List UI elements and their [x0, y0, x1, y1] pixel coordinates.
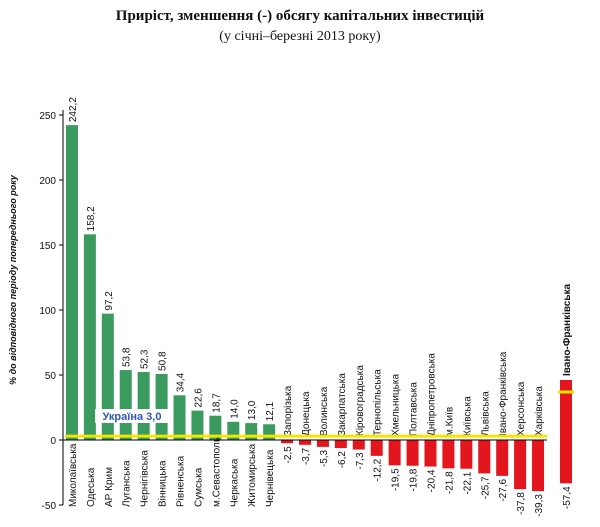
bar: [209, 415, 222, 440]
bar: [496, 440, 509, 476]
value-label: -19,8: [409, 468, 420, 491]
y-tick-label: 250: [39, 111, 56, 122]
category-label: Донецька: [301, 391, 312, 436]
value-label: 50,8: [158, 351, 169, 371]
bar: [406, 440, 419, 466]
bar: [424, 440, 437, 467]
value-label: 22,6: [193, 388, 204, 408]
category-label: Одеська: [86, 467, 97, 507]
category-label: АР Крим: [104, 467, 115, 507]
value-label: -20,4: [426, 469, 437, 492]
chart-subtitle: (у січні–березні 2013 року): [219, 29, 381, 44]
y-tick-label: 0: [50, 436, 56, 447]
category-label: Луганська: [122, 460, 133, 507]
category-label: Вінницька: [158, 460, 169, 507]
bar: [478, 440, 491, 474]
bar: [532, 440, 545, 492]
inset-bar: [560, 380, 572, 484]
bar: [173, 395, 186, 440]
bar: [263, 424, 276, 440]
value-label: 14,0: [229, 399, 240, 419]
value-label: -2,5: [283, 446, 294, 464]
value-label: -19,5: [391, 468, 402, 491]
value-label: -7,3: [355, 452, 366, 470]
y-axis-title: % до відповідного періоду попереднього р…: [8, 174, 18, 385]
bar: [101, 313, 114, 440]
bar: [352, 440, 365, 450]
inset-category-label: Івано-Франківська: [562, 284, 573, 376]
category-label: Житомирська: [247, 443, 258, 507]
bar: [299, 440, 311, 445]
bar: [460, 440, 473, 469]
y-tick-label: 150: [39, 241, 56, 252]
value-label: 13,0: [247, 400, 258, 420]
value-label: -5,3: [319, 449, 330, 467]
category-label: Кіровоградська: [355, 365, 366, 436]
category-label: Чернівецька: [265, 449, 276, 507]
value-label: -21,8: [444, 471, 455, 494]
value-label: -12,2: [373, 458, 384, 481]
inset-value-label: -57,4: [562, 486, 573, 509]
bar: [334, 440, 347, 449]
category-label: Львівська: [480, 391, 491, 436]
bar: [316, 440, 329, 447]
category-label: м.Севастополь: [211, 437, 222, 507]
bar: [83, 234, 96, 440]
category-label: Івано-Франківська: [498, 351, 509, 436]
category-label: м.Київ: [444, 407, 455, 436]
value-label: 18,7: [211, 393, 222, 413]
category-label: Харківська: [534, 386, 545, 436]
category-label: Чернігівська: [140, 450, 151, 507]
bar: [191, 410, 204, 440]
value-label: -39,3: [534, 494, 545, 517]
y-tick-label: 50: [45, 371, 57, 382]
reference-label: Україна 3,0: [103, 411, 162, 423]
reference-label-bg: [95, 409, 170, 423]
bar: [442, 440, 455, 469]
y-tick-label: -50: [42, 501, 57, 512]
bar: [137, 372, 150, 440]
category-label: Київська: [462, 396, 473, 436]
category-label: Полтавська: [409, 382, 420, 436]
value-label: -22,1: [462, 471, 473, 494]
bar: [388, 440, 401, 466]
value-label: -3,7: [301, 447, 312, 465]
category-label: Миколаївська: [68, 443, 79, 507]
value-label: 97,2: [104, 291, 115, 311]
value-label: -27,6: [498, 478, 509, 501]
value-label: 242,2: [68, 97, 79, 122]
bar: [281, 440, 294, 444]
chart-title: Приріст, зменшення (-) обсягу капітальни…: [116, 8, 485, 24]
category-label: Дніпропетровська: [426, 353, 437, 436]
bar: [370, 440, 383, 456]
category-label: Сумська: [193, 467, 204, 507]
bar: [514, 440, 527, 490]
value-label: 52,3: [140, 349, 151, 369]
category-label: Закарпатська: [337, 373, 348, 436]
value-label: 12,1: [265, 401, 276, 421]
y-tick-label: 200: [39, 176, 56, 187]
value-label: 34,4: [176, 372, 187, 392]
category-label: Запорізька: [283, 385, 294, 436]
bar: [119, 370, 132, 440]
category-label: Херсонська: [516, 381, 527, 436]
value-label: 158,2: [86, 206, 97, 231]
category-label: Волинська: [319, 386, 330, 436]
category-label: Черкаська: [229, 458, 240, 507]
value-label: -37,8: [516, 492, 527, 515]
category-label: Тернопільська: [373, 369, 384, 436]
value-label: -25,7: [480, 476, 491, 499]
bar: [155, 373, 168, 440]
value-label: 53,8: [122, 347, 133, 367]
y-tick-label: 100: [39, 306, 56, 317]
category-label: Рівненська: [176, 455, 187, 507]
bar: [65, 125, 78, 440]
value-label: -6,2: [337, 451, 348, 469]
category-label: Хмельницька: [391, 374, 402, 436]
